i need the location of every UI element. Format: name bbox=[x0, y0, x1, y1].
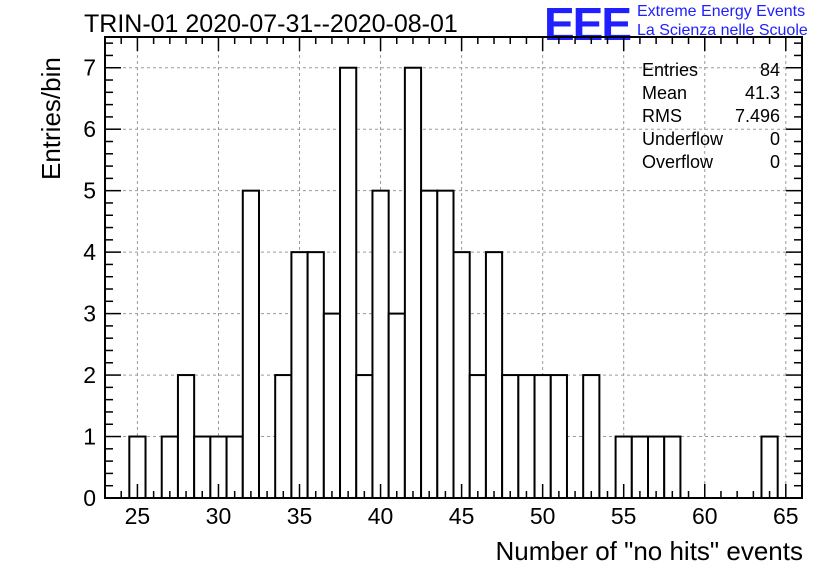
plot-frame bbox=[104, 36, 803, 499]
logo-caption: Extreme Energy Events La Scienza nelle S… bbox=[637, 2, 808, 40]
histogram-bar bbox=[647, 435, 666, 499]
histogram-bar bbox=[549, 374, 568, 500]
y-tick-label: 6 bbox=[83, 116, 96, 142]
stats-value: 0 bbox=[769, 129, 780, 149]
stats-value: 84 bbox=[759, 60, 780, 80]
histogram-bar bbox=[517, 374, 536, 500]
histogram-bar bbox=[582, 374, 601, 500]
y-tick-label: 1 bbox=[83, 424, 96, 450]
y-tick-label: 7 bbox=[83, 55, 96, 81]
logo-caption-line1: Extreme Energy Events bbox=[637, 3, 806, 20]
histogram-bar bbox=[371, 189, 390, 500]
histogram-bar bbox=[339, 66, 358, 499]
stats-row: Overflow 0 bbox=[642, 151, 780, 174]
histogram-bar bbox=[193, 435, 212, 499]
x-tick-label: 65 bbox=[773, 503, 799, 529]
x-tick-label: 25 bbox=[125, 503, 151, 529]
x-tick-label: 45 bbox=[449, 503, 475, 529]
histogram-bar bbox=[501, 374, 520, 500]
stats-label: Mean bbox=[642, 83, 688, 103]
y-tick-label: 4 bbox=[83, 239, 96, 265]
histogram-bar bbox=[355, 374, 374, 500]
histogram-bar bbox=[160, 435, 179, 499]
histogram-bar bbox=[176, 374, 196, 500]
histogram-bar bbox=[533, 374, 552, 500]
stats-row: Underflow 0 bbox=[642, 128, 780, 151]
stats-label: RMS bbox=[642, 106, 682, 126]
histogram-bar bbox=[630, 435, 650, 499]
histogram-bar bbox=[420, 189, 439, 500]
x-tick-label: 40 bbox=[368, 503, 394, 529]
stats-label: Underflow bbox=[642, 129, 724, 149]
y-tick-label: 0 bbox=[83, 485, 96, 511]
histogram-bar bbox=[241, 189, 260, 500]
histogram-bar bbox=[290, 251, 309, 499]
histogram-bar bbox=[403, 66, 423, 499]
histogram-bar bbox=[225, 435, 244, 499]
x-tick-label: 60 bbox=[692, 503, 718, 529]
stats-row: RMS 7.496 bbox=[642, 105, 780, 128]
stats-row: Mean 41.3 bbox=[642, 82, 780, 105]
stats-row: Entries 84 bbox=[642, 59, 780, 82]
x-tick-label: 50 bbox=[530, 503, 556, 529]
stats-box: Entries 84 Mean 41.3 RMS 7.496 Underflow 0 Overf… bbox=[642, 59, 780, 174]
histogram-bar bbox=[274, 374, 293, 500]
histogram-bar bbox=[663, 435, 682, 499]
stats-value: 0 bbox=[769, 152, 780, 172]
chart-title: TRIN-01 2020-07-31--2020-08-01 bbox=[84, 10, 458, 38]
logo-caption-line2: La Scienza nelle Scuole bbox=[637, 22, 808, 39]
histogram-bar bbox=[322, 312, 342, 499]
x-tick-label: 55 bbox=[611, 503, 637, 529]
histogram-bar bbox=[387, 312, 406, 499]
histogram-bar bbox=[760, 435, 779, 499]
x-tick-label: 35 bbox=[287, 503, 313, 529]
histogram-bar bbox=[452, 251, 471, 499]
y-tick-label: 5 bbox=[83, 178, 96, 204]
histogram-bar bbox=[306, 251, 325, 499]
y-tick-label: 2 bbox=[83, 362, 96, 388]
stats-label: Entries bbox=[642, 60, 699, 80]
stats-value: 7.496 bbox=[734, 106, 780, 126]
stats-label: Overflow bbox=[642, 152, 714, 172]
histogram-bar bbox=[436, 189, 455, 500]
histogram-bar bbox=[484, 251, 504, 499]
axes bbox=[104, 36, 803, 499]
x-axis-label: Number of "no hits" events bbox=[495, 536, 804, 566]
stats-value: 41.3 bbox=[744, 83, 780, 103]
y-tick-label: 3 bbox=[83, 301, 96, 327]
x-tick-label: 30 bbox=[206, 503, 232, 529]
histogram-bar bbox=[468, 374, 487, 500]
